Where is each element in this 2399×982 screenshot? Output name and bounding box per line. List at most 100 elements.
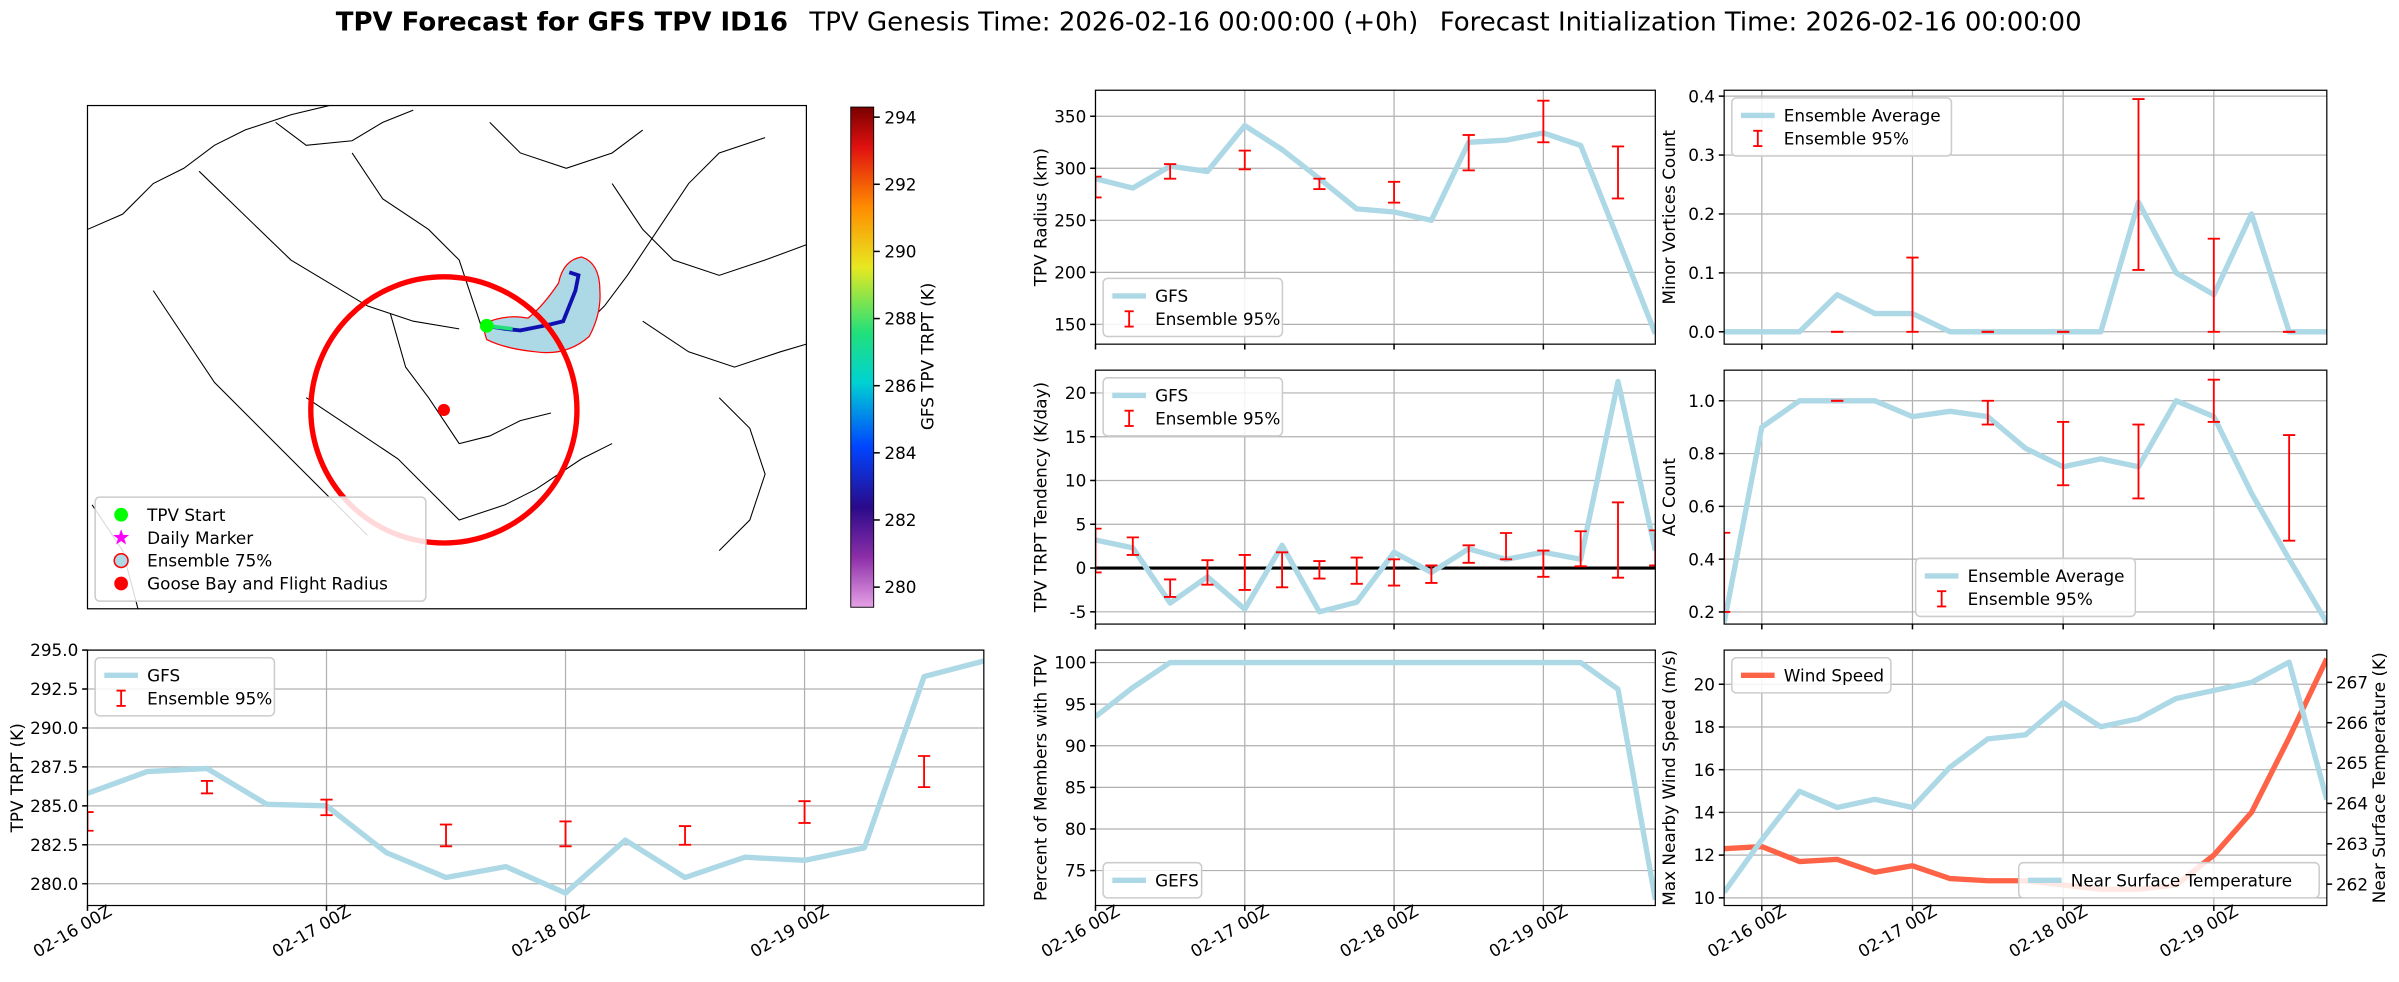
x-tick-label: 02-18 00Z — [2005, 900, 2090, 961]
y2-axis-label: Near Surface Temperature (K) — [2369, 652, 2389, 903]
genesis-time: TPV Genesis Time: 2026-02-16 00:00:00 (+… — [808, 8, 1418, 38]
x-tick-label: 02-19 00Z — [747, 900, 832, 961]
legend-label: GEFS — [1155, 870, 1199, 890]
error-bar — [1238, 553, 1251, 591]
legend: Wind Speed — [1731, 656, 1892, 694]
y-tick-label: 95 — [1065, 694, 1086, 714]
y-tick-label: 0 — [1076, 558, 1087, 578]
error-bar — [1724, 531, 1731, 613]
legend-label: Ensemble 95% — [1155, 309, 1280, 329]
error-bar — [1201, 559, 1214, 586]
colorbar-tick-label: 286 — [884, 376, 916, 396]
colorbar-tick-label: 284 — [884, 443, 916, 463]
legend-marker — [113, 552, 129, 569]
error-bar — [1126, 536, 1139, 556]
error-bar — [1649, 529, 1656, 567]
legend-label: GFS — [1155, 386, 1188, 406]
series-line — [1095, 122, 1656, 335]
error-bar — [559, 820, 572, 848]
x-tick-label: 02-16 00Z — [1038, 900, 1123, 961]
y-tick-label: 300 — [1054, 158, 1086, 178]
y2-tick-label: 267 — [2336, 672, 2368, 692]
x-tick-label: 02-17 00Z — [1187, 900, 1272, 961]
error-bar — [1387, 180, 1401, 204]
y-tick-label: 292.5 — [30, 679, 78, 699]
y-tick-label: 282.5 — [30, 835, 78, 855]
y2-tick-label: 265 — [2336, 753, 2368, 773]
legend-label: GFS — [147, 665, 180, 685]
error-bar — [439, 823, 453, 848]
legend-box — [94, 496, 427, 602]
panel: 02-16 00Z 02-17 00Z 02-18 00Z 02-19 00Z 75 80… — [1031, 649, 1656, 961]
x-tick-label: 02-17 00Z — [269, 900, 354, 961]
y-tick-label: 15 — [1065, 427, 1086, 447]
legend: Ensemble Average Ensemble 95% — [1731, 97, 1953, 157]
error-bar — [1462, 134, 1475, 172]
error-bar — [2132, 423, 2145, 500]
y-tick-label: 0.3 — [1688, 145, 1715, 165]
title: TPV Forecast for GFS TPV ID16 — [336, 8, 788, 38]
error-bar — [1164, 163, 1177, 180]
legend: Near Surface Temperature — [2017, 861, 2320, 899]
error-bar — [1462, 544, 1475, 564]
error-bar — [1611, 501, 1625, 579]
y-tick-label: 20 — [1065, 383, 1086, 403]
series-line — [1724, 659, 2327, 894]
legend-label: Near Surface Temperature — [2071, 870, 2292, 890]
y2-tick-label: 263 — [2336, 834, 2368, 854]
x-tick-label: 02-19 00Z — [2156, 900, 2241, 961]
legend-box — [1102, 861, 1203, 899]
figure-title: TPV Forecast for GFS TPV ID16 TPV Genesis… — [336, 8, 2082, 38]
y-axis-label: TPV Radius (km) — [1031, 148, 1051, 287]
legend-box — [1731, 97, 1953, 157]
colorbar — [850, 106, 875, 608]
init-time: Forecast Initialization Time: 2026-02-16… — [1440, 8, 2082, 38]
legend-marker — [114, 576, 129, 591]
y-tick-label: 0.8 — [1688, 444, 1715, 464]
legend-label: Ensemble Average — [1968, 566, 2125, 586]
series-line — [1724, 398, 2327, 624]
y-axis-label: Max Nearby Wind Speed (m/s) — [1659, 650, 1679, 906]
y-axis-label: TPV TRPT Tendency (K/day) — [1031, 382, 1051, 613]
y2-tick-label: 262 — [2336, 874, 2368, 894]
error-bar — [2132, 98, 2145, 271]
plot-area — [1724, 98, 2327, 335]
y-tick-label: 85 — [1065, 777, 1086, 797]
y-axis-label: TPV TRPT (K) — [7, 723, 27, 833]
legend-box — [1731, 656, 1892, 694]
legend-label: Ensemble 95% — [147, 688, 272, 708]
y-tick-label: 16 — [1694, 760, 1715, 780]
legend: GEFS — [1102, 861, 1203, 899]
legend-label: GFS — [1155, 286, 1188, 306]
x-tick-label: 02-19 00Z — [1485, 900, 1570, 961]
y-tick-label: 200 — [1054, 262, 1086, 282]
colorbar-tick-label: 280 — [884, 577, 916, 597]
error-bar — [1611, 145, 1625, 200]
y-tick-label: 290.0 — [30, 718, 78, 738]
error-bar — [1906, 256, 1919, 333]
y-tick-label: 0.0 — [1688, 322, 1715, 342]
error-bar — [1537, 549, 1550, 578]
legend-label: Ensemble 95% — [1155, 408, 1280, 428]
error-bar — [678, 825, 692, 846]
legend: GFS Ensemble 95% — [94, 656, 276, 717]
y-tick-label: 1.0 — [1688, 391, 1715, 411]
legend: TPV Start Daily Marker Ensemble 75% Goose B… — [94, 496, 427, 602]
x-tick-label: 02-18 00Z — [1336, 900, 1421, 961]
y-tick-label: 100 — [1054, 653, 1086, 673]
legend-marker — [113, 529, 130, 545]
error-bar — [2207, 378, 2220, 423]
series-line — [1095, 659, 1656, 901]
error-bar — [320, 798, 333, 817]
legend-label: Ensemble 95% — [1968, 589, 2093, 609]
error-bar — [1499, 532, 1513, 561]
series-line — [1724, 199, 2327, 335]
error-bar — [1238, 149, 1251, 171]
colorbar-tick-label: 288 — [884, 309, 916, 329]
axes-frame — [86, 649, 985, 907]
series-line — [87, 658, 984, 896]
colorbar-tick-label: 282 — [884, 510, 916, 530]
error-bar — [1387, 558, 1401, 587]
